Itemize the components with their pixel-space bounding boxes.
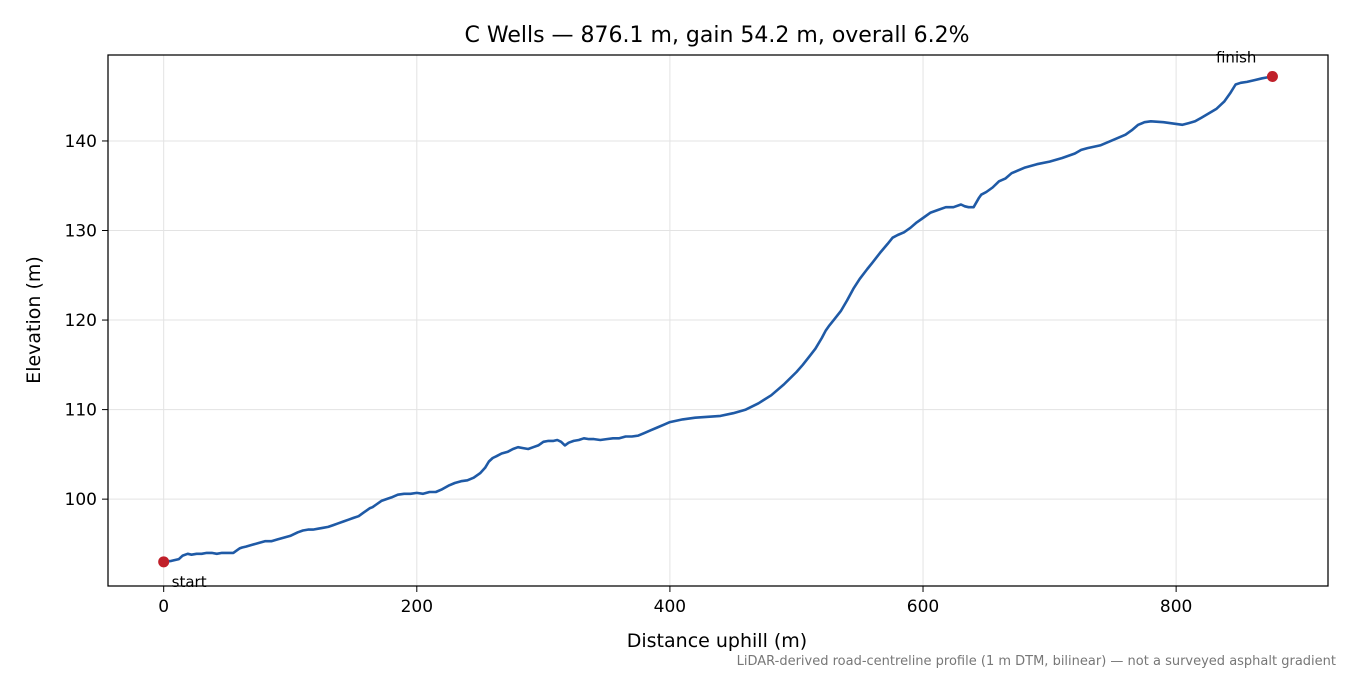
y-tick-label: 100 <box>65 490 97 510</box>
y-tick-label: 130 <box>65 222 97 242</box>
x-tick-label: 200 <box>401 597 433 617</box>
y-tick-label: 140 <box>65 132 97 152</box>
y-tick-label: 120 <box>65 311 97 331</box>
x-tick-label: 800 <box>1160 597 1192 617</box>
grid <box>108 55 1328 586</box>
x-tick-label: 600 <box>907 597 939 617</box>
y-axis-label: Elevation (m) <box>23 256 45 384</box>
chart-title: C Wells — 876.1 m, gain 54.2 m, overall … <box>465 23 970 48</box>
x-axis-label: Distance uphill (m) <box>627 630 807 652</box>
x-tick-label: 0 <box>158 597 169 617</box>
y-tick-label: 110 <box>65 401 97 421</box>
finish-label: finish <box>1216 48 1256 66</box>
finish-marker <box>1266 70 1278 82</box>
series <box>162 75 1274 564</box>
start-marker <box>158 556 170 568</box>
plot-frame <box>107 54 1329 587</box>
x-tick-label: 400 <box>654 597 686 617</box>
start-label: start <box>172 573 207 591</box>
axis-ticks: 0 200 400 600 800 100 110 120 130 140 <box>65 132 1193 617</box>
chart-footnote: LiDAR-derived road-centreline profile (1… <box>737 654 1336 669</box>
elevation-line <box>162 75 1274 564</box>
